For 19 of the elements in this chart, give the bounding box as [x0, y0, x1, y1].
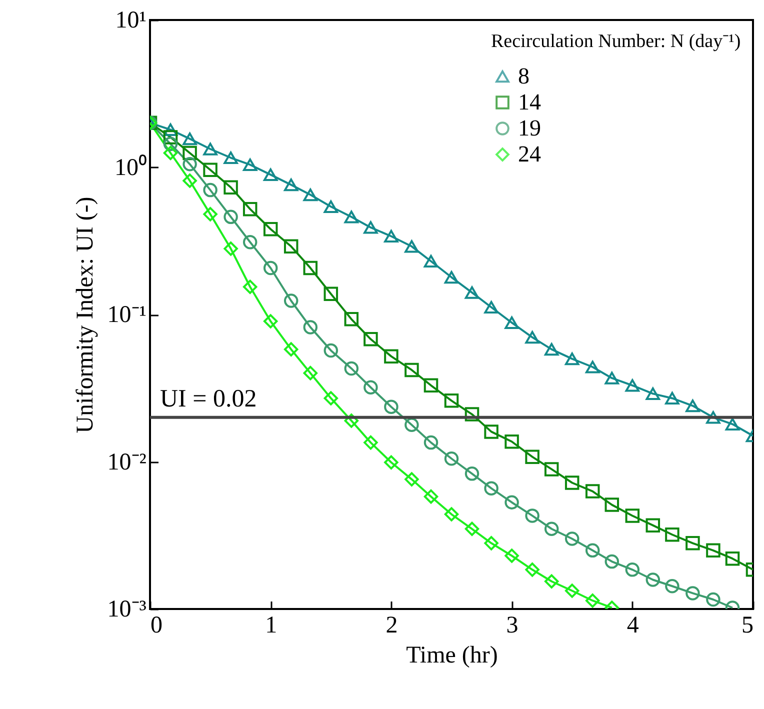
y-tick-label: 10¹	[115, 8, 146, 34]
y-axis-title: Uniformity Index: UI (-)	[72, 196, 98, 434]
y-tick-label: 10⁻³	[107, 596, 146, 622]
y-tick-label: 10⁻²	[107, 449, 146, 476]
x-tick-label: 0	[150, 612, 162, 638]
legend-label: 19	[518, 116, 541, 140]
x-tick-label: 3	[506, 612, 518, 638]
legend-label: 8	[518, 64, 530, 88]
y-tick-label: 10⁰	[114, 154, 146, 181]
legend-label: 24	[518, 142, 542, 166]
x-tick-label: 4	[626, 612, 639, 638]
x-axis-title: Time (hr)	[406, 642, 498, 668]
legend-title: Recirculation Number: N (day⁻¹)	[491, 31, 741, 52]
ref-line-label: UI = 0.02	[160, 385, 257, 412]
x-tick-label: 2	[386, 612, 398, 638]
legend-label: 14	[518, 90, 542, 114]
x-tick-label: 5	[742, 612, 754, 638]
y-tick-label: 10⁻¹	[107, 302, 146, 328]
x-tick-label: 1	[265, 612, 278, 638]
